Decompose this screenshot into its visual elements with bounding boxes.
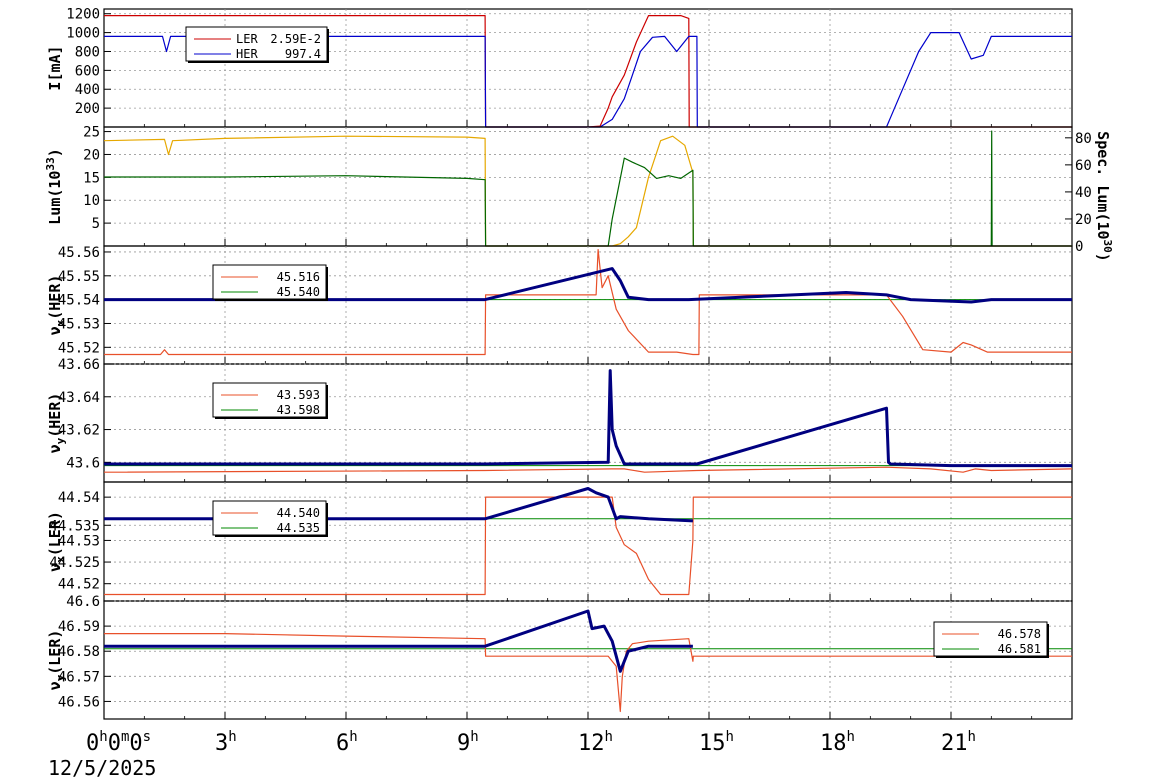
legend-box bbox=[933, 621, 1048, 657]
y-axis-label: νx(LER) bbox=[46, 511, 67, 572]
x-tick-label: 12h bbox=[578, 729, 613, 756]
y-tick-label: 46.57 bbox=[58, 669, 100, 685]
legend-name: LER bbox=[236, 32, 258, 46]
y-tick-label: 45.52 bbox=[58, 340, 100, 356]
y-tick-label: 46.58 bbox=[58, 644, 100, 660]
y-tick-label: 44.535 bbox=[49, 518, 100, 534]
y-tick-label: 5 bbox=[92, 216, 100, 232]
legend-value: 2.59E-2 bbox=[270, 32, 321, 46]
legend-value: 44.535 bbox=[277, 521, 320, 535]
y-tick-label: 20 bbox=[83, 147, 100, 163]
y-tick-label: 200 bbox=[75, 101, 100, 117]
y-tick-label: 45.53 bbox=[58, 316, 100, 332]
series-measured bbox=[104, 369, 1072, 468]
y-right-tick-label: 60 bbox=[1075, 158, 1092, 174]
y-axis-label: Lum(1033) bbox=[44, 148, 64, 224]
y-tick-label: 44.525 bbox=[49, 555, 100, 571]
y-axis-label: νy(LER) bbox=[46, 630, 67, 691]
panel-luminosity: 5 10 15 20 25 0 20 40 60 80 Lum(1033) Spec. Lum(103… bbox=[44, 125, 1114, 262]
y-right-tick-label: 80 bbox=[1075, 131, 1092, 147]
x-tick-label: 3h bbox=[215, 729, 237, 756]
series-measured bbox=[104, 487, 693, 523]
x-tick-label: 0h0m0s bbox=[86, 729, 151, 756]
y-tick-label: 400 bbox=[75, 82, 100, 98]
y-tick-label: 800 bbox=[75, 44, 100, 60]
y-tick-label: 15 bbox=[83, 170, 100, 186]
y-right-axis-label: Spec. Lum(1030) bbox=[1094, 131, 1114, 262]
x-tick-label: 21h bbox=[941, 729, 976, 756]
y-tick-label: 10 bbox=[83, 193, 100, 209]
date-label: 12/5/2025 bbox=[48, 756, 156, 780]
legend-value: 46.578 bbox=[998, 627, 1041, 641]
legend-value: 45.540 bbox=[277, 285, 320, 299]
x-tick-label: 9h bbox=[457, 729, 479, 756]
legend-name: HER bbox=[236, 47, 258, 61]
y-tick-label: 46.6 bbox=[66, 594, 100, 610]
legend-box bbox=[185, 26, 328, 62]
series-measured bbox=[104, 267, 1072, 304]
y-tick-label: 1000 bbox=[66, 26, 100, 42]
y-tick-label: 43.6 bbox=[66, 455, 100, 471]
legend-current: LER 2.59E-2 HER 997.4 bbox=[185, 26, 329, 63]
y-tick-label: 25 bbox=[83, 125, 100, 141]
x-tick-label: 18h bbox=[820, 729, 855, 756]
legend-value: 43.593 bbox=[277, 388, 320, 402]
series-setting bbox=[104, 632, 1072, 713]
series-setting bbox=[103, 466, 1073, 473]
legend-value: 43.598 bbox=[277, 403, 320, 417]
y-tick-label: 1200 bbox=[66, 7, 100, 23]
y-tick-label: 44.54 bbox=[58, 490, 100, 506]
y-axis-label: νy(HER) bbox=[46, 393, 67, 454]
panel-nux_ler: 44.5244.52544.5344.53544.5444.54044.535ν… bbox=[46, 481, 1073, 602]
legend-box bbox=[212, 382, 327, 418]
legend-box bbox=[212, 264, 327, 300]
y-right-tick-label: 20 bbox=[1075, 212, 1092, 228]
y-tick-label: 43.62 bbox=[58, 423, 100, 439]
y-tick-label: 43.64 bbox=[58, 390, 100, 406]
x-tick-label: 6h bbox=[336, 729, 358, 756]
panel-current: 200 400 600 800 1000 1200 LER 2.59E-2 HER 997.4 I[… bbox=[46, 7, 1073, 128]
y-tick-label: 45.54 bbox=[58, 293, 100, 309]
legend-value: 997.4 bbox=[285, 47, 321, 61]
series-her bbox=[104, 31, 1072, 128]
series-luminosity bbox=[103, 135, 1072, 247]
legend-value: 44.540 bbox=[277, 506, 320, 520]
series-setting bbox=[104, 496, 1072, 596]
y-tick-label: 45.56 bbox=[58, 245, 100, 261]
y-tick-label: 44.52 bbox=[58, 577, 100, 593]
y-tick-label: 46.56 bbox=[58, 694, 100, 710]
y-tick-label: 46.59 bbox=[58, 619, 100, 635]
y-tick-label: 45.55 bbox=[58, 269, 100, 285]
y-axis-label: νx(HER) bbox=[46, 275, 67, 336]
legend-value: 46.581 bbox=[998, 642, 1041, 656]
y-right-tick-label: 0 bbox=[1075, 239, 1083, 255]
legend-value: 45.516 bbox=[277, 270, 320, 284]
series-setting bbox=[104, 249, 1072, 356]
y-right-tick-label: 40 bbox=[1075, 185, 1092, 201]
y-tick-label: 600 bbox=[75, 63, 100, 79]
x-tick-label: 15h bbox=[699, 729, 734, 756]
y-tick-label: 44.53 bbox=[58, 533, 100, 549]
y-tick-label: 43.66 bbox=[58, 357, 100, 373]
y-axis-label: I[mA] bbox=[46, 45, 64, 90]
series-measured bbox=[104, 609, 693, 673]
legend-box bbox=[212, 500, 327, 536]
